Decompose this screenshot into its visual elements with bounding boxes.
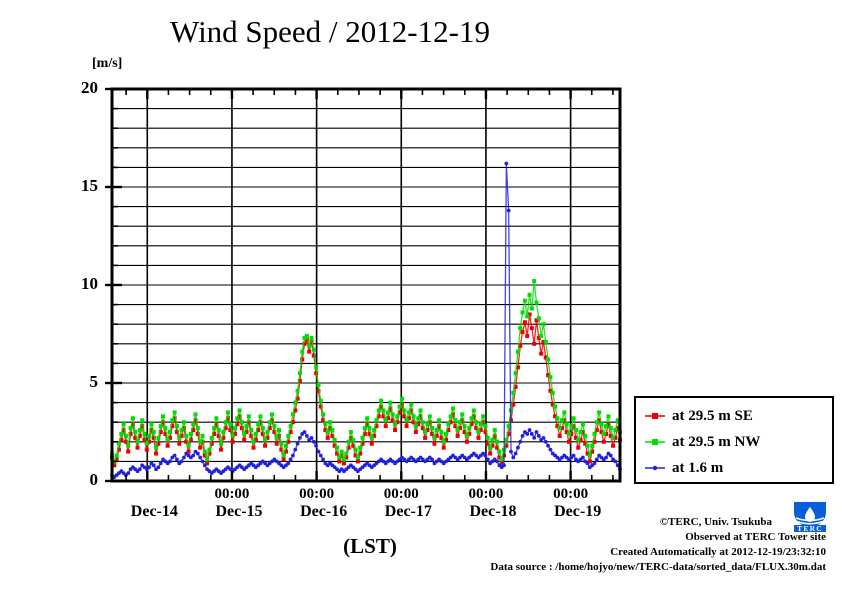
x-axis-time-label: 00:00 <box>553 486 589 502</box>
credit-observed-at: Observed at TERC Tower site <box>685 531 826 543</box>
x-axis-date-label: Dec-18 <box>469 503 517 520</box>
x-axis-date-label: Dec-19 <box>554 503 602 520</box>
x-axis-caption: (LST) <box>343 534 397 558</box>
y-axis-unit-label: [m/s] <box>92 56 123 71</box>
x-axis-date-label: Dec-16 <box>300 503 348 520</box>
x-axis-date-label: Dec-14 <box>130 503 178 520</box>
x-axis-date-label: Dec-15 <box>215 503 263 520</box>
legend-item-label: at 29.5 m SE <box>672 407 753 424</box>
y-axis-tick-label: 15 <box>81 176 98 195</box>
legend: at 29.5 m SE at 29.5 m NW at 1.6 m <box>634 396 834 484</box>
y-axis-tick-label: 5 <box>89 372 99 391</box>
x-axis-time-label: 00:00 <box>299 486 335 502</box>
x-axis-date-label: Dec-17 <box>384 503 432 520</box>
credit-copyright: ©TERC, Univ. Tsukuba <box>659 516 772 528</box>
credit-created-at: Created Automatically at 2012-12-19/23:3… <box>610 546 826 558</box>
x-axis-time-label: 00:00 <box>468 486 504 502</box>
legend-marker-icon <box>645 465 665 471</box>
x-axis-time-label: 00:00 <box>214 486 250 502</box>
credit-data-source: Data source : /home/hojyo/new/TERC-data/… <box>490 561 826 573</box>
legend-marker-icon <box>645 439 665 445</box>
page-title: Wind Speed / 2012-12-19 <box>170 14 490 49</box>
x-axis-time-label: 00:00 <box>383 486 419 502</box>
legend-item: at 29.5 m NW <box>644 431 760 453</box>
y-axis-tick-label: 0 <box>89 470 99 489</box>
y-axis-tick-label: 10 <box>81 274 98 293</box>
legend-item: at 1.6 m <box>644 457 723 479</box>
legend-marker-icon <box>645 413 665 419</box>
svg-text:TERC: TERC <box>797 524 823 532</box>
y-axis-tick-label: 20 <box>81 78 98 97</box>
legend-item-label: at 29.5 m NW <box>672 433 761 450</box>
legend-item-label: at 1.6 m <box>672 459 724 476</box>
legend-item: at 29.5 m SE <box>644 405 753 427</box>
terc-logo-icon: TERC <box>794 502 826 532</box>
